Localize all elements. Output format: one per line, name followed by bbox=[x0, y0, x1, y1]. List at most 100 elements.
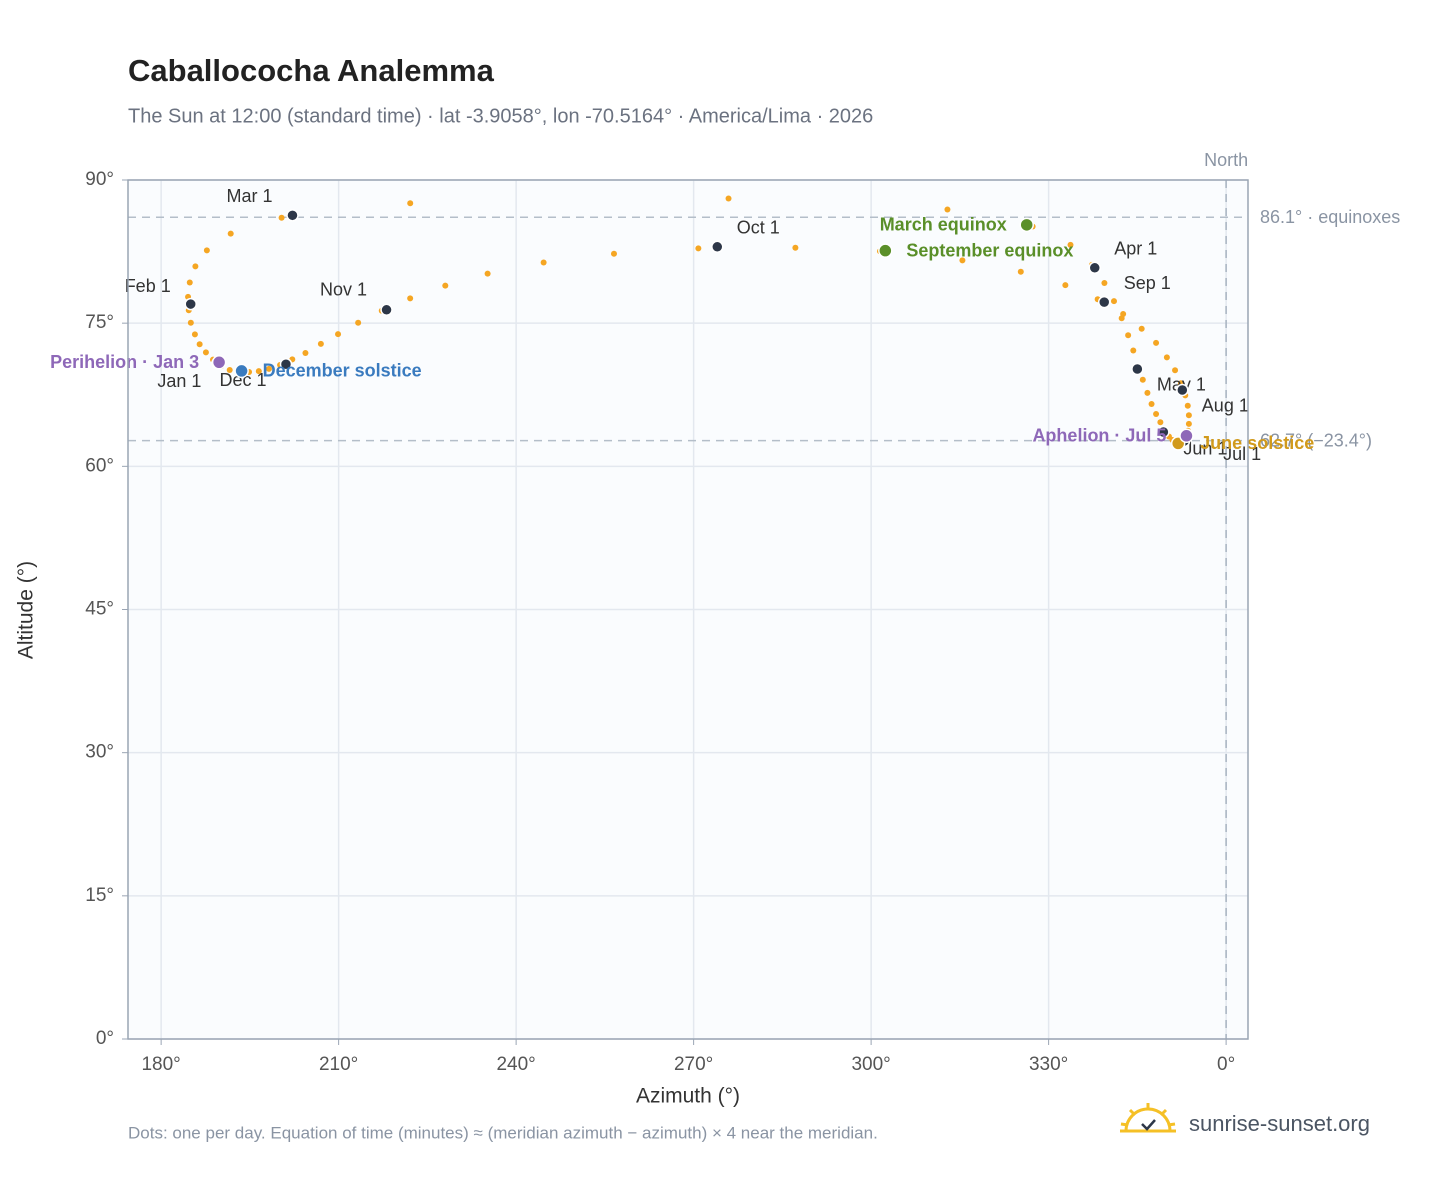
day-dot bbox=[1130, 347, 1137, 354]
day-dot bbox=[192, 263, 199, 270]
day-dot bbox=[355, 319, 362, 326]
day-dot bbox=[335, 331, 342, 338]
day-dot bbox=[196, 341, 203, 348]
month-marker bbox=[711, 240, 724, 254]
day-dot bbox=[1110, 298, 1117, 305]
day-dot bbox=[484, 270, 491, 277]
month-label: Oct 1 bbox=[737, 218, 780, 238]
month-marker bbox=[1176, 383, 1189, 397]
day-dot bbox=[255, 368, 262, 375]
footnote: Dots: one per day. Equation of time (min… bbox=[128, 1123, 878, 1142]
day-dot bbox=[1185, 420, 1192, 427]
chart-subtitle: The Sun at 12:00 (standard time) · lat -… bbox=[128, 105, 873, 127]
month-marker bbox=[286, 209, 299, 222]
day-dot bbox=[695, 245, 702, 252]
month-label: Jul 1 bbox=[1223, 444, 1261, 464]
event-marker bbox=[1179, 428, 1194, 444]
day-dot bbox=[278, 214, 285, 221]
x-axis-label: Azimuth (°) bbox=[636, 1085, 740, 1108]
x-tick-label: 0° bbox=[1217, 1054, 1235, 1075]
day-dot bbox=[1120, 311, 1127, 318]
event-label: Aphelion · Jul 5 bbox=[1032, 426, 1166, 446]
reference-label: 86.1° · equinoxes bbox=[1260, 207, 1400, 227]
y-tick-label: 90° bbox=[85, 169, 114, 190]
chart-title: Caballococha Analemma bbox=[128, 53, 495, 88]
day-dot bbox=[203, 247, 210, 254]
event-marker bbox=[1019, 217, 1034, 233]
event-marker bbox=[878, 243, 893, 258]
event-marker bbox=[234, 363, 249, 379]
day-dot bbox=[1172, 367, 1179, 374]
month-label: Aug 1 bbox=[1202, 396, 1249, 416]
day-dot bbox=[226, 367, 233, 374]
y-axis-label: Altitude (°) bbox=[15, 561, 38, 659]
day-dot bbox=[959, 257, 966, 264]
month-marker bbox=[1131, 362, 1144, 376]
north-label: North bbox=[1204, 150, 1248, 170]
event-label: December solstice bbox=[263, 361, 422, 381]
day-dot bbox=[725, 195, 732, 202]
y-tick-label: 0° bbox=[96, 1028, 114, 1049]
month-label: Dec 1 bbox=[219, 370, 266, 390]
day-dot bbox=[202, 349, 209, 356]
brand-logo bbox=[1120, 1103, 1176, 1133]
day-dot bbox=[317, 340, 324, 347]
day-dot bbox=[1185, 412, 1192, 419]
y-tick-label: 45° bbox=[85, 599, 114, 620]
day-dot bbox=[792, 244, 799, 251]
day-dot bbox=[1138, 325, 1145, 332]
y-tick-label: 15° bbox=[85, 885, 114, 906]
day-dot bbox=[1163, 354, 1170, 361]
event-label: March equinox bbox=[880, 215, 1007, 235]
x-tick-label: 210° bbox=[319, 1054, 358, 1075]
y-tick-label: 30° bbox=[85, 742, 114, 763]
day-dot bbox=[1101, 279, 1108, 286]
x-tick-label: 240° bbox=[496, 1054, 535, 1075]
x-tick-label: 330° bbox=[1029, 1054, 1068, 1075]
day-dot bbox=[1125, 332, 1132, 339]
month-marker bbox=[1157, 425, 1170, 439]
day-dot bbox=[1144, 389, 1151, 396]
y-tick-label: 60° bbox=[85, 455, 114, 476]
day-dot bbox=[407, 200, 414, 207]
month-marker bbox=[279, 357, 293, 371]
y-tick-label: 75° bbox=[85, 312, 114, 333]
month-label: Apr 1 bbox=[1114, 239, 1157, 259]
event-marker bbox=[211, 355, 227, 370]
day-dot bbox=[407, 295, 414, 302]
month-label: Mar 1 bbox=[226, 186, 272, 206]
day-dot bbox=[1184, 402, 1191, 409]
event-label: Perihelion · Jan 3 bbox=[50, 352, 199, 372]
month-label: Nov 1 bbox=[320, 280, 367, 300]
month-label: Feb 1 bbox=[125, 276, 171, 296]
x-tick-label: 180° bbox=[141, 1054, 180, 1075]
day-dot bbox=[187, 319, 194, 326]
day-dot bbox=[1153, 339, 1160, 346]
day-dot bbox=[540, 259, 547, 266]
day-dot bbox=[191, 331, 198, 338]
day-dot bbox=[302, 349, 309, 356]
day-dot bbox=[944, 206, 951, 213]
day-dot bbox=[1017, 268, 1024, 275]
month-label: Jun 1 bbox=[1183, 439, 1227, 459]
reference-lines: North 86.1° · equinoxes 62.7° (−23.4°) bbox=[128, 150, 1400, 1039]
x-tick-label: 300° bbox=[851, 1054, 890, 1075]
x-tick-label: 270° bbox=[674, 1054, 713, 1075]
day-dot bbox=[227, 230, 234, 237]
day-dot bbox=[1148, 401, 1155, 408]
day-dot bbox=[1157, 419, 1164, 426]
month-label: Jan 1 bbox=[157, 371, 201, 391]
day-dot bbox=[1062, 282, 1069, 289]
day-dot bbox=[1153, 411, 1160, 418]
month-marker bbox=[184, 297, 197, 311]
day-dot bbox=[1067, 241, 1074, 248]
event-label: June solstice bbox=[1200, 433, 1314, 453]
axes: 180° 210° 240° 270° 300° 330° 0° 0° 15° 30° 45° 60°… bbox=[85, 169, 1235, 1075]
day-dot bbox=[265, 365, 272, 372]
month-marker bbox=[380, 303, 393, 317]
brand-name: sunrise-sunset.org bbox=[1189, 1111, 1370, 1136]
day-dot bbox=[1139, 376, 1146, 383]
day-dot bbox=[610, 250, 617, 257]
